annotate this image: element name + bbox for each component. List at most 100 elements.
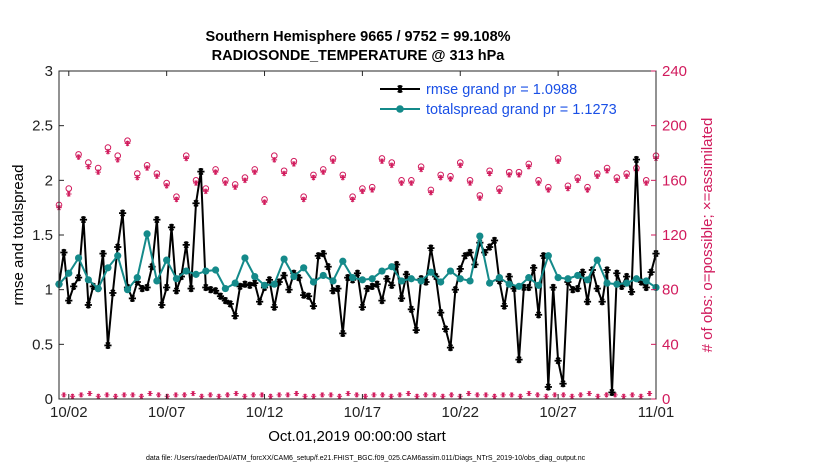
rmse-point [99,249,107,258]
rmse-point [358,303,366,311]
rmse-point [109,289,117,297]
obs-near-zero-point [414,393,420,399]
rmse-point [158,301,166,309]
obs-near-zero-point [448,392,455,398]
obs-near-zero-point [190,390,196,397]
obs-assimilated-point [584,187,591,193]
obs-near-zero-point [147,390,153,397]
obs-assimilated-point [535,180,542,186]
legend-rmse-asterisk [396,85,404,93]
obs-near-zero-point [431,392,437,398]
rmse-point [466,248,474,257]
rmse-point [231,312,239,320]
rmse-point [363,284,371,293]
rmse-point [647,268,655,276]
rmse-point [60,248,68,257]
obs-near-zero-point [483,392,489,398]
rmse-point [114,243,122,251]
totalspread-point [280,255,288,263]
rmse-point [534,311,543,319]
y-right-tick-label: 40 [662,336,679,353]
obs-assimilated-point [114,157,121,163]
obs-assimilated-point [574,177,581,184]
totalspread-point [632,275,641,283]
totalspread-point [525,274,533,282]
obs-assimilated-point [340,174,346,181]
totalspread-point [123,286,132,294]
totalspread-point [172,275,181,283]
totalspread-point [309,278,318,286]
rmse-point [446,344,455,352]
obs-assimilated-point [516,172,522,178]
obs-assimilated-point [134,174,141,181]
rmse-point [304,292,313,300]
rmse-point [187,284,195,293]
rmse-point [295,274,303,282]
rmse-point [388,281,396,289]
obs-possible-point [65,185,73,192]
obs-near-zero-point [138,393,145,399]
rmse-point [598,298,606,306]
y-left-tick-label: 1 [45,282,53,299]
totalspread-point [427,268,435,276]
obs-near-zero-point [491,393,498,399]
rmse-point [422,278,430,286]
obs-near-zero-point [388,393,394,399]
rmse-point [172,287,181,295]
obs-near-zero-point [319,392,325,398]
totalspread-point [339,257,347,265]
totalspread-point [163,256,171,264]
obs-near-zero-point [543,393,549,399]
obs-near-zero-point [362,393,368,399]
obs-assimilated-point [467,180,473,186]
obs-near-zero-point [379,392,386,398]
totalspread-point [211,266,220,274]
rmse-point [246,281,254,289]
obs-assimilated-point [105,148,111,155]
totalspread-point [143,230,151,238]
obs-near-zero-point [586,390,592,397]
totalspread-point [182,267,190,275]
totalspread-point [241,254,249,262]
totalspread-point [153,277,161,285]
rmse-point [407,305,415,313]
totalspread-point [613,280,621,288]
rmse-point [627,288,636,296]
rmse-point [163,283,171,292]
obs-near-zero-point [638,393,644,399]
axes-layer: 0 0.5 1 1.5 2 2.5 3 0 40 80 120 160 200 240 10/02 10/07… [32,63,687,421]
totalspread-point [437,278,445,286]
obs-assimilated-point [565,185,571,192]
obs-assimilated-point [320,169,327,175]
totalspread-point [534,281,543,289]
x-tick-label: 10/12 [246,404,284,421]
obs-assimilated-point [388,162,395,169]
obs-near-zero-point [405,390,411,397]
totalspread-point [133,274,141,282]
obs-near-zero-point [552,392,558,398]
rmse-point [368,282,376,290]
obs-near-zero-point [69,393,76,399]
rmse-point [559,380,567,388]
obs-assimilated-point [242,177,248,184]
obs-near-zero-point [397,392,403,398]
obs-assimilated-point [144,165,150,171]
rmse-point [197,167,205,176]
rmse-point [128,294,137,303]
obs-near-zero-point [242,393,248,399]
totalspread-point [407,275,415,283]
rmse-point [270,303,278,311]
totalspread-point [515,282,523,290]
rmse-point [530,264,538,272]
legend-spread-marker [396,105,404,113]
obs-assimilated-point [124,140,131,147]
obs-assimilated-point [75,154,82,160]
rmse-point [265,276,274,284]
rmse-point [486,243,494,251]
rmse-point [202,283,210,292]
obs-near-zero-point [112,393,119,399]
totalspread-point [583,276,592,284]
obs-assimilated-point [271,157,278,163]
chart-title-line2: RADIOSONDE_TEMPERATURE @ 313 hPa [212,48,506,64]
totalspread-point [329,277,337,285]
